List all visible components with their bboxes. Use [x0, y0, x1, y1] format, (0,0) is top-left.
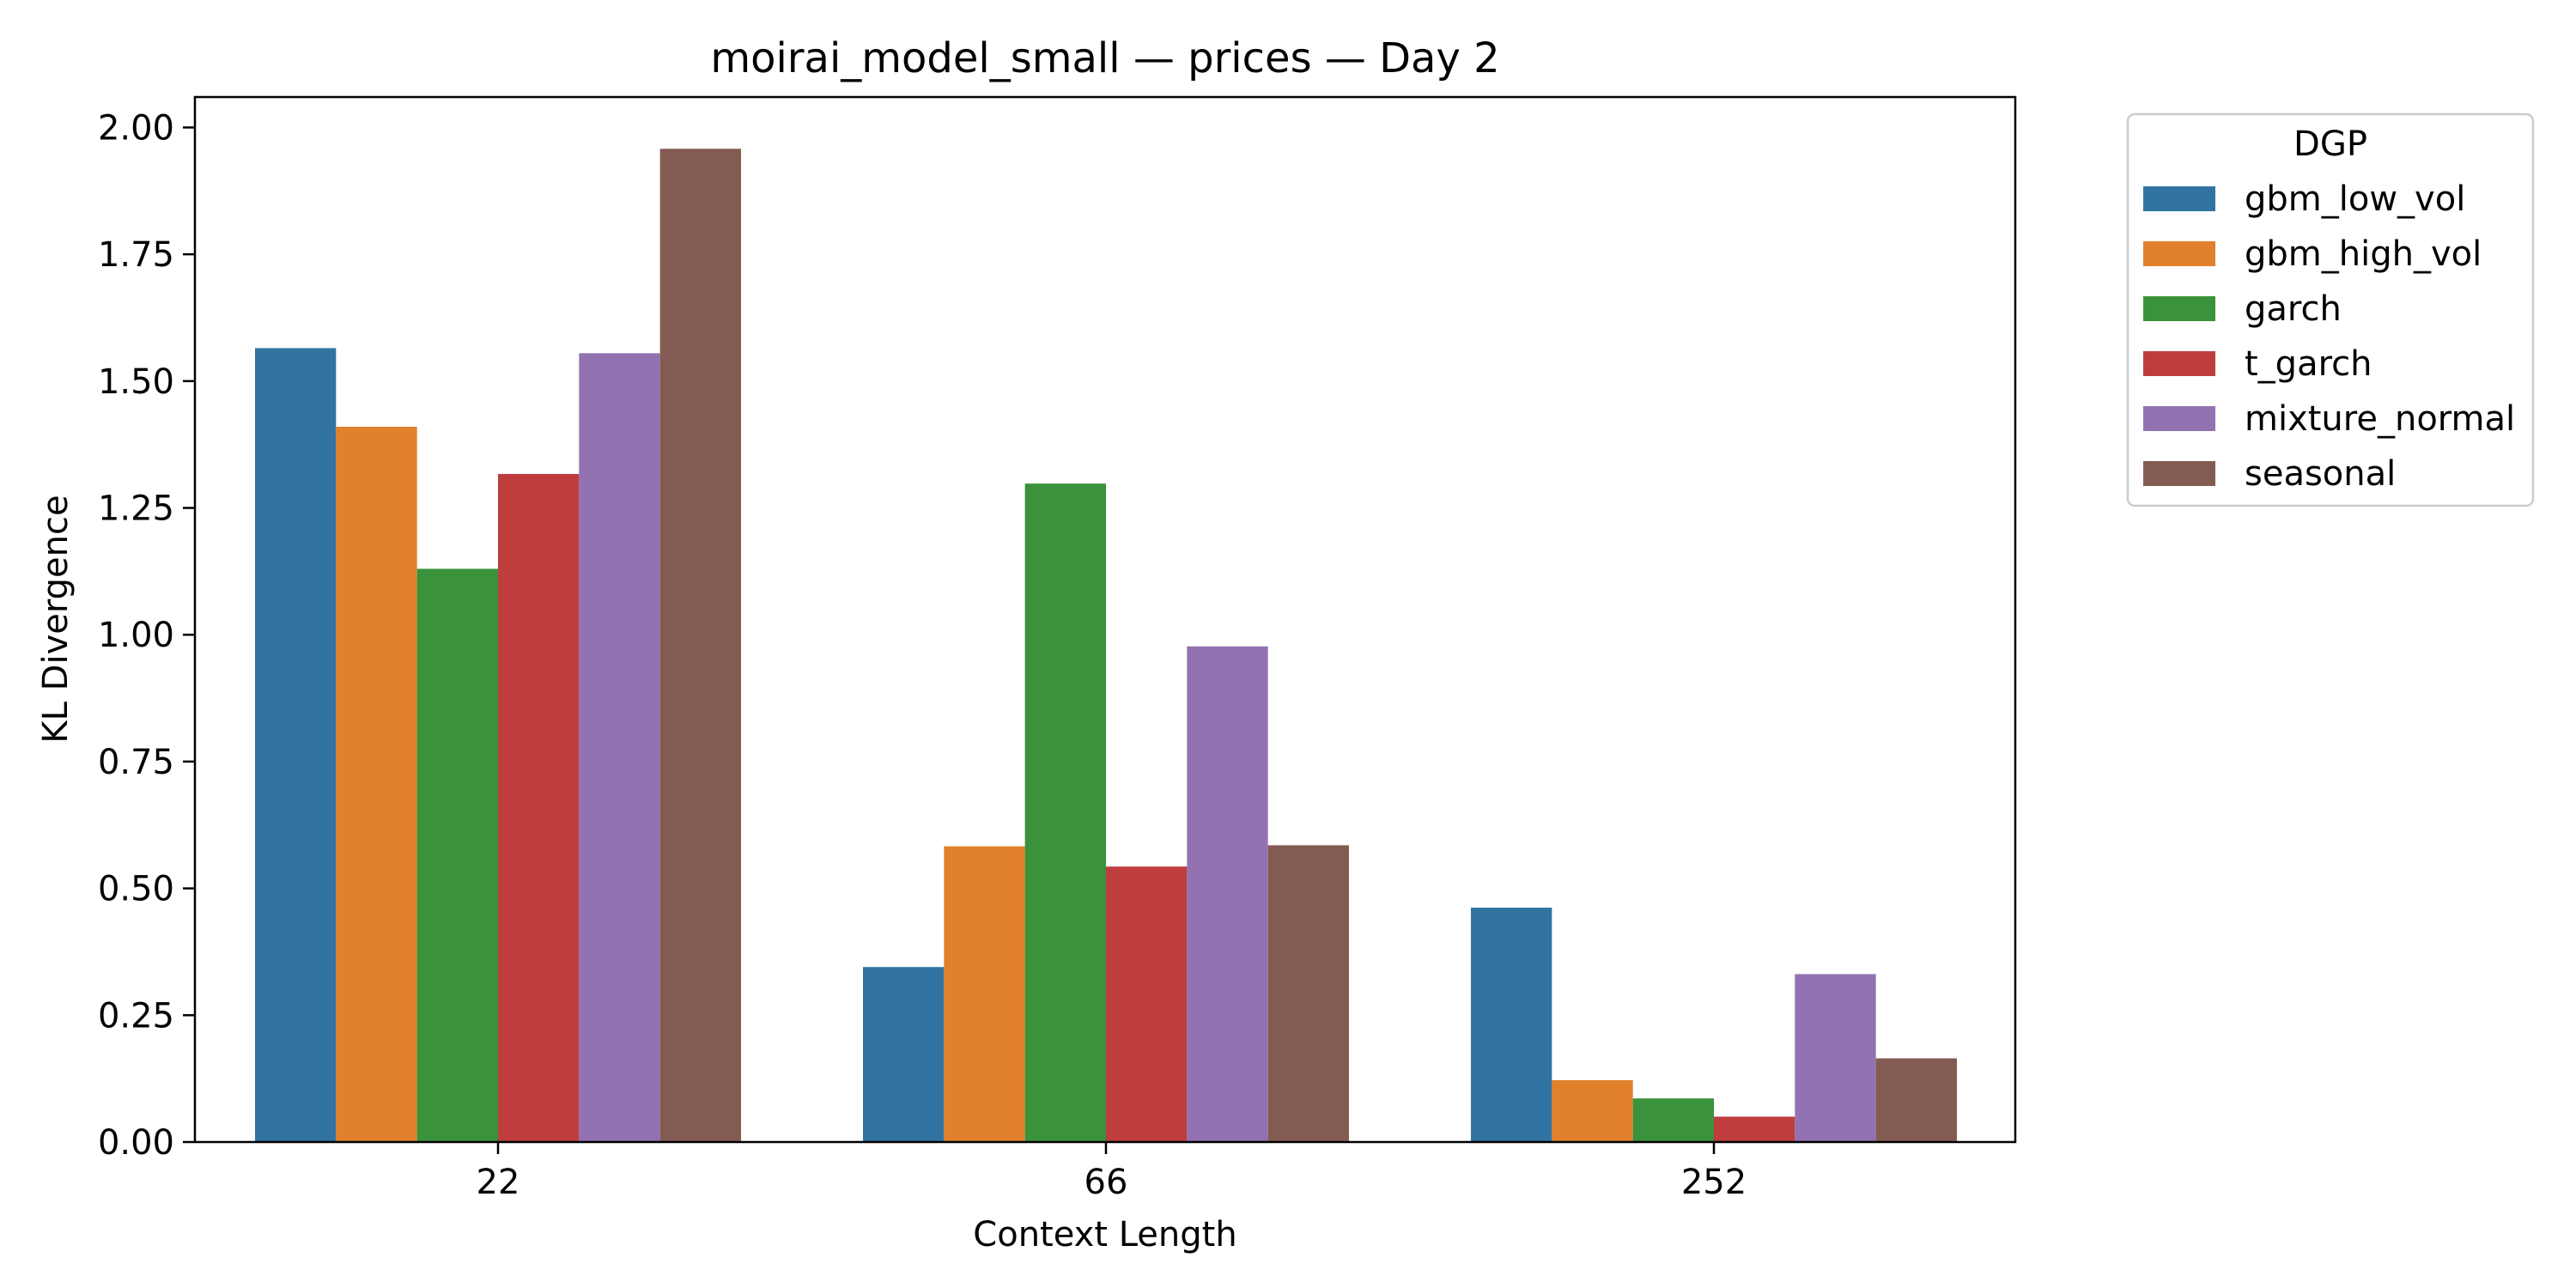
y-tick-label: 1.50	[98, 362, 174, 402]
y-tick-label: 2.00	[98, 108, 174, 148]
x-tick-label: 22	[477, 1163, 520, 1202]
legend-swatch-seasonal	[2143, 461, 2215, 486]
bar-garch-22	[416, 568, 498, 1142]
x-tick-label: 66	[1084, 1163, 1128, 1202]
y-tick-label: 0.75	[98, 743, 174, 782]
legend-label-garch: garch	[2245, 289, 2342, 329]
legend-swatch-gbm_low_vol	[2143, 186, 2215, 211]
bar-t_garch-66	[1106, 866, 1188, 1142]
y-tick-label: 1.75	[98, 235, 174, 275]
y-tick-label: 0.25	[98, 996, 174, 1036]
bar-gbm_low_vol-22	[255, 348, 337, 1143]
bar-gbm_high_vol-66	[944, 846, 1025, 1142]
x-axis-label: Context Length	[973, 1215, 1236, 1255]
bar-garch-66	[1024, 483, 1106, 1142]
bar-seasonal-252	[1875, 1058, 1957, 1142]
legend-swatch-t_garch	[2143, 351, 2215, 376]
bars-layer	[255, 149, 1957, 1143]
bar-t_garch-252	[1714, 1116, 1795, 1142]
x-tick-label: 252	[1681, 1163, 1747, 1202]
y-tick-label: 1.00	[98, 616, 174, 655]
bar-t_garch-22	[498, 473, 580, 1142]
legend-title: DGP	[2293, 125, 2367, 164]
bar-gbm_low_vol-66	[863, 967, 945, 1142]
bar-garch-252	[1632, 1098, 1714, 1142]
y-tick-label: 1.25	[98, 489, 174, 529]
bar-gbm_low_vol-252	[1471, 908, 1552, 1142]
bar-seasonal-22	[659, 149, 741, 1142]
y-tick-label: 0.00	[98, 1123, 174, 1163]
bar-mixture_normal-66	[1187, 646, 1268, 1142]
bar-seasonal-66	[1267, 845, 1349, 1142]
x-axis-ticks: 22 66 252	[477, 1142, 1747, 1202]
bar-mixture_normal-22	[579, 353, 660, 1142]
legend-label-t_garch: t_garch	[2245, 344, 2372, 384]
bar-gbm_high_vol-252	[1552, 1079, 1633, 1142]
bar-mixture_normal-252	[1795, 974, 1876, 1142]
legend-swatch-mixture_normal	[2143, 406, 2215, 431]
bar-gbm_high_vol-22	[336, 427, 417, 1142]
legend-frame	[2126, 112, 2535, 507]
chart-title: moirai_model_small — prices — Day 2	[710, 34, 1499, 82]
legend-swatch-garch	[2143, 296, 2215, 321]
y-axis-label: KL Divergence	[36, 495, 76, 743]
legend-label-gbm_low_vol: gbm_low_vol	[2245, 179, 2465, 219]
legend-swatch-gbm_high_vol	[2143, 241, 2215, 266]
y-tick-label: 0.50	[98, 870, 174, 909]
legend-label-gbm_high_vol: gbm_high_vol	[2245, 234, 2482, 274]
legend-label-mixture_normal: mixture_normal	[2245, 399, 2515, 439]
y-axis-ticks: 0.00 0.25 0.50 0.75 1.00 1.25 1.50 1.75 2.00	[98, 108, 195, 1163]
plot-area-frame	[193, 95, 2017, 1144]
legend-label-seasonal: seasonal	[2245, 454, 2396, 494]
